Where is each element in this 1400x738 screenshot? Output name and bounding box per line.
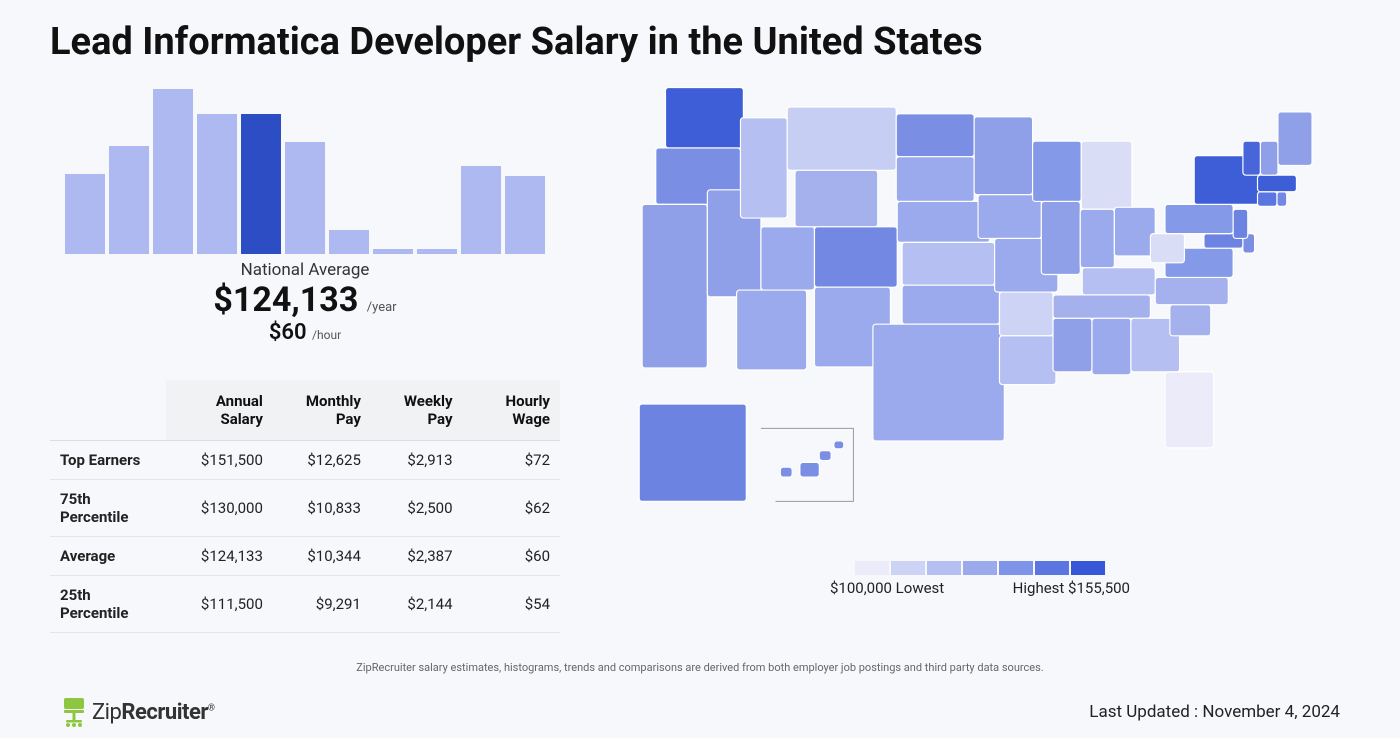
- histogram-bar: [109, 146, 149, 254]
- state-al: [1092, 318, 1131, 374]
- legend-swatch: [891, 561, 925, 575]
- state-ia: [978, 195, 1041, 239]
- state-ks: [902, 242, 995, 285]
- state-pa: [1165, 204, 1233, 233]
- state-nh: [1260, 141, 1278, 175]
- state-il: [1041, 201, 1080, 274]
- histogram-bar: [153, 89, 193, 254]
- table-row: Top Earners$151,500$12,625$2,913$72: [50, 441, 560, 480]
- state-vt: [1243, 141, 1261, 175]
- state-tx: [873, 324, 1004, 441]
- state-me: [1278, 112, 1312, 166]
- salary-histogram: [55, 84, 555, 254]
- histogram-bar: [505, 176, 545, 254]
- histogram-bar: [285, 142, 325, 254]
- histogram-bar: [197, 114, 237, 254]
- state-wv: [1150, 234, 1184, 263]
- state-az: [737, 290, 807, 370]
- us-map: [610, 74, 1350, 553]
- map-legend: $100,000 Lowest Highest $155,500: [610, 561, 1350, 597]
- national-average-hour: $60 /hour: [50, 320, 560, 345]
- histogram-bar: [241, 114, 281, 254]
- page-title: Lead Informatica Developer Salary in the…: [50, 20, 1350, 64]
- salary-table: Annual SalaryMonthly PayWeekly PayHourly…: [50, 380, 560, 633]
- avg-year-unit: /year: [367, 300, 397, 315]
- state-ma: [1258, 175, 1297, 192]
- table-header: [50, 380, 166, 441]
- legend-swatch: [963, 561, 997, 575]
- state-wi: [1033, 141, 1082, 201]
- histogram-bar: [373, 249, 413, 254]
- chair-icon: [60, 696, 88, 728]
- state-sc: [1170, 305, 1211, 336]
- legend-swatch: [927, 561, 961, 575]
- legend-swatch: [855, 561, 889, 575]
- state-wa: [666, 88, 744, 148]
- state-ak: [639, 404, 746, 501]
- state-ar: [999, 292, 1053, 336]
- histogram-bar: [461, 166, 501, 254]
- logo-text: ZipRecruiter®: [92, 700, 215, 725]
- state-sd: [896, 157, 974, 202]
- state-ct: [1258, 192, 1277, 207]
- histogram-bar: [65, 174, 105, 254]
- avg-hour-unit: /hour: [312, 328, 341, 342]
- legend-highest: Highest $155,500: [1013, 579, 1130, 597]
- state-nc: [1155, 277, 1228, 304]
- state-mn: [974, 117, 1032, 195]
- legend-swatch: [999, 561, 1033, 575]
- state-tn: [1053, 295, 1150, 318]
- state-nd: [896, 114, 974, 157]
- state-fl: [1165, 372, 1214, 448]
- national-average-year: $124,133 /year: [50, 280, 560, 320]
- table-header: Monthly Pay: [273, 380, 371, 441]
- state-oh: [1114, 207, 1155, 256]
- avg-hour-value: $60: [269, 320, 307, 345]
- legend-swatch: [1035, 561, 1069, 575]
- brand-logo: ZipRecruiter®: [60, 696, 215, 728]
- state-ok: [902, 285, 999, 324]
- state-ne: [897, 201, 990, 242]
- state-co: [814, 227, 897, 287]
- table-header: Weekly Pay: [371, 380, 463, 441]
- state-nj: [1233, 209, 1248, 238]
- table-row: 75th Percentile$130,000$10,833$2,500$62: [50, 480, 560, 537]
- table-row: Average$124,133$10,344$2,387$60: [50, 537, 560, 576]
- legend-lowest: $100,000 Lowest: [830, 579, 944, 597]
- footnote-text: ZipRecruiter salary estimates, histogram…: [50, 661, 1350, 674]
- state-ca: [642, 204, 707, 368]
- state-ri: [1277, 192, 1287, 207]
- legend-swatch: [1071, 561, 1105, 575]
- national-average-label: National Average: [50, 260, 560, 280]
- state-mt: [787, 107, 896, 170]
- state-la: [999, 336, 1055, 385]
- table-row: 25th Percentile$111,500$9,291$2,144$54: [50, 576, 560, 633]
- histogram-bar: [417, 249, 457, 254]
- state-hi: [800, 462, 819, 477]
- histogram-bar: [329, 230, 369, 254]
- last-updated-text: Last Updated : November 4, 2024: [1089, 702, 1340, 722]
- avg-year-value: $124,133: [213, 280, 358, 320]
- state-ky: [1082, 268, 1155, 295]
- table-header: Annual Salary: [166, 380, 273, 441]
- state-mi: [1081, 141, 1132, 209]
- state-wy: [795, 170, 878, 226]
- state-ut: [761, 227, 815, 290]
- table-header: Hourly Wage: [463, 380, 560, 441]
- state-ms: [1053, 318, 1092, 372]
- state-id: [740, 118, 787, 218]
- state-in: [1080, 209, 1114, 267]
